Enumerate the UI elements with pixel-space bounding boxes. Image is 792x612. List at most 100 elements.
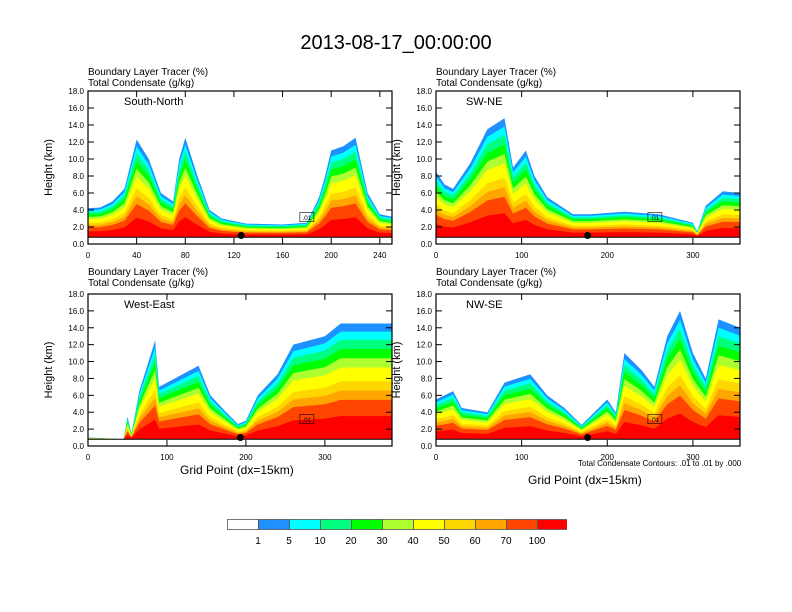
y-tick-label: 6.0 bbox=[421, 391, 433, 400]
y-tick-label: 10.0 bbox=[416, 358, 432, 367]
x-tick-label: 200 bbox=[325, 251, 339, 260]
contour-label-box bbox=[299, 212, 315, 222]
colorbar-swatch bbox=[382, 519, 414, 530]
colorbar bbox=[227, 518, 569, 536]
colorbar-label: 1 bbox=[255, 536, 261, 547]
y-tick-label: 18.0 bbox=[68, 290, 84, 299]
x-tick-label: 0 bbox=[86, 453, 91, 462]
x-axis-label: Grid Point (dx=15km) bbox=[528, 473, 642, 487]
y-axis-label: Height (km) bbox=[43, 139, 55, 196]
colorbar-label: 30 bbox=[376, 536, 388, 547]
colorbar-swatch bbox=[413, 519, 445, 530]
tracer-fill-layer bbox=[88, 217, 392, 238]
y-axis-label: Height (km) bbox=[391, 342, 403, 399]
x-axis-label: Grid Point (dx=15km) bbox=[180, 463, 294, 477]
tracer-fill-layer bbox=[88, 416, 392, 440]
panel-subtitle: Boundary Layer Tracer (%) Total Condensat… bbox=[88, 267, 208, 289]
location-marker bbox=[237, 232, 245, 239]
colorbar-swatch bbox=[320, 519, 352, 530]
y-tick-label: 10.0 bbox=[416, 155, 432, 164]
y-tick-label: 0.0 bbox=[421, 442, 433, 451]
colorbar-swatch bbox=[506, 519, 538, 530]
colorbar-label: 60 bbox=[469, 536, 481, 547]
tracer-fill-layer bbox=[436, 413, 740, 440]
contour-label: .01 bbox=[302, 215, 311, 222]
y-tick-label: 0.0 bbox=[73, 442, 85, 451]
colorbar-swatch bbox=[227, 519, 259, 530]
y-tick-label: 0.0 bbox=[73, 240, 85, 249]
colorbar-swatch bbox=[444, 519, 476, 530]
x-tick-label: 200 bbox=[601, 251, 615, 260]
subtitle-line: Total Condensate (g/kg) bbox=[436, 278, 543, 289]
cross-section-panel: 0.0 2.0 4.0 6.0 8.0 10.0 12.0 14.0 16.0 18.0 0 40 80… bbox=[43, 87, 393, 260]
subtitle-line: Boundary Layer Tracer (%) bbox=[436, 67, 557, 78]
colorbar-label: 70 bbox=[500, 536, 512, 547]
y-tick-label: 6.0 bbox=[73, 391, 85, 400]
x-tick-label: 80 bbox=[181, 251, 190, 260]
subtitle-line: Boundary Layer Tracer (%) bbox=[88, 267, 209, 278]
y-tick-label: 12.0 bbox=[68, 138, 84, 147]
y-tick-label: 6.0 bbox=[421, 189, 433, 198]
location-marker bbox=[584, 434, 592, 442]
colorbar-swatch bbox=[258, 519, 290, 530]
y-tick-label: 12.0 bbox=[416, 341, 432, 350]
y-tick-label: 10.0 bbox=[68, 358, 84, 367]
y-tick-label: 8.0 bbox=[73, 172, 85, 181]
panel-subtitle: Boundary Layer Tracer (%) Total Condensat… bbox=[88, 67, 208, 89]
y-tick-label: 4.0 bbox=[421, 206, 433, 215]
y-tick-label: 6.0 bbox=[73, 189, 85, 198]
x-tick-label: 120 bbox=[227, 251, 241, 260]
cross-section-panel: 0.0 2.0 4.0 6.0 8.0 10.0 12.0 14.0 16.0 18.0 0 100 2… bbox=[391, 290, 741, 462]
contour-label-box bbox=[647, 414, 663, 424]
y-tick-label: 4.0 bbox=[73, 408, 85, 417]
y-tick-label: 0.0 bbox=[421, 240, 433, 249]
y-tick-label: 14.0 bbox=[68, 121, 84, 130]
colorbar-label: 5 bbox=[286, 536, 292, 547]
tracer-fill-layer bbox=[88, 203, 392, 238]
y-tick-label: 8.0 bbox=[421, 374, 433, 383]
y-tick-label: 2.0 bbox=[73, 425, 85, 434]
terrain-area bbox=[88, 439, 392, 446]
colorbar-label: 10 bbox=[314, 536, 326, 547]
y-tick-label: 14.0 bbox=[416, 324, 432, 333]
y-tick-label: 2.0 bbox=[421, 425, 433, 434]
subtitle-line: Total Condensate (g/kg) bbox=[88, 278, 195, 289]
y-tick-label: 8.0 bbox=[73, 374, 85, 383]
tracer-fill-layer bbox=[436, 213, 740, 238]
x-tick-label: 0 bbox=[434, 453, 439, 462]
subtitle-line: Boundary Layer Tracer (%) bbox=[436, 267, 557, 278]
y-tick-label: 4.0 bbox=[73, 206, 85, 215]
x-tick-label: 100 bbox=[515, 453, 529, 462]
subtitle-line: Total Condensate (g/kg) bbox=[88, 78, 195, 89]
cross-section-panel: 0.0 2.0 4.0 6.0 8.0 10.0 12.0 14.0 16.0 18.0 0 100 2… bbox=[43, 290, 393, 462]
panel-title: NW-SE bbox=[466, 299, 502, 311]
panel-subtitle: Boundary Layer Tracer (%) Total Condensat… bbox=[436, 267, 556, 289]
figure-title: 2013-08-17_00:00:00 bbox=[300, 32, 492, 54]
contour-label-box bbox=[299, 414, 315, 424]
terrain-area bbox=[436, 237, 740, 244]
x-tick-label: 0 bbox=[86, 251, 91, 260]
plot-frame bbox=[87, 90, 393, 245]
x-tick-label: 100 bbox=[515, 251, 529, 260]
y-tick-label: 10.0 bbox=[68, 155, 84, 164]
panel-title: West-East bbox=[124, 299, 175, 311]
colorbar-swatch bbox=[289, 519, 321, 530]
x-tick-label: 100 bbox=[160, 453, 174, 462]
location-marker bbox=[236, 434, 244, 442]
y-tick-label: 16.0 bbox=[68, 307, 84, 316]
x-tick-label: 40 bbox=[132, 251, 141, 260]
panel-title: South-North bbox=[124, 96, 183, 108]
colorbar-label: 50 bbox=[438, 536, 450, 547]
x-tick-label: 0 bbox=[434, 251, 439, 260]
y-tick-label: 16.0 bbox=[68, 104, 84, 113]
y-tick-label: 14.0 bbox=[416, 121, 432, 130]
y-tick-label: 4.0 bbox=[421, 408, 433, 417]
x-tick-label: 200 bbox=[601, 453, 615, 462]
terrain-area bbox=[88, 237, 392, 244]
cross-section-panel: 0.0 2.0 4.0 6.0 8.0 10.0 12.0 14.0 16.0 18.0 0 100 2… bbox=[391, 87, 741, 260]
colorbar-label: 40 bbox=[407, 536, 419, 547]
location-marker bbox=[584, 232, 592, 239]
y-tick-label: 8.0 bbox=[421, 172, 433, 181]
colorbar-label: 20 bbox=[345, 536, 357, 547]
x-tick-label: 300 bbox=[318, 453, 332, 462]
